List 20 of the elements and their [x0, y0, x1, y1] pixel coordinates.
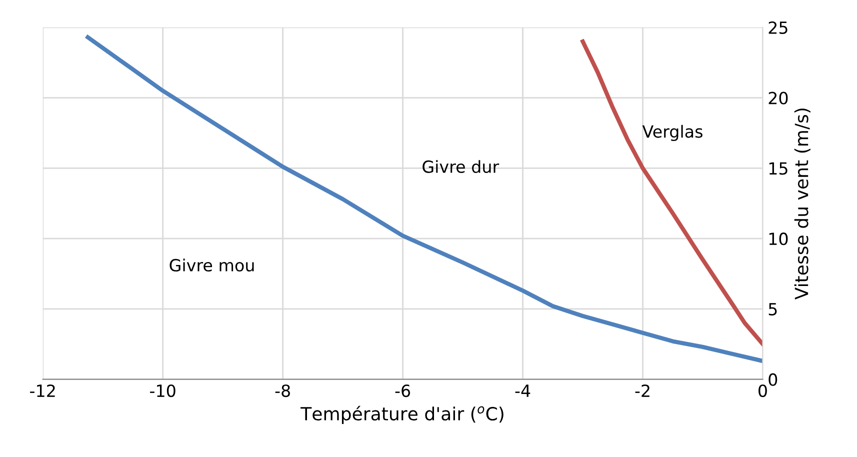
- line-series: [86, 35, 763, 364]
- annotation: Verglas: [642, 124, 702, 142]
- x-tick-label: -2: [635, 384, 650, 397]
- x-tick-label: 0: [758, 384, 767, 398]
- y-tick-label: 5: [768, 303, 777, 316]
- line-series: [580, 39, 763, 346]
- x-tick-label: -4: [515, 384, 530, 397]
- y-tick-label: 10: [769, 232, 788, 246]
- y-tick-label: 15: [769, 162, 788, 175]
- annotation: Givre dur: [422, 160, 500, 174]
- y-tick-label: 25: [768, 21, 788, 34]
- y-tick-label: 0: [768, 373, 778, 386]
- annotation: Givre mou: [170, 258, 254, 272]
- x-tick-label: -8: [275, 384, 290, 398]
- x-tick-label: -12: [30, 384, 55, 397]
- x-axis-title: Température d'air ($^{o}$C): [300, 406, 504, 424]
- x-tick-label: -10: [150, 384, 176, 398]
- x-tick-label: -6: [395, 384, 410, 398]
- y-axis-title: Vitesse du vent (m/s): [794, 108, 810, 300]
- y-tick-label: 20: [768, 92, 788, 104]
